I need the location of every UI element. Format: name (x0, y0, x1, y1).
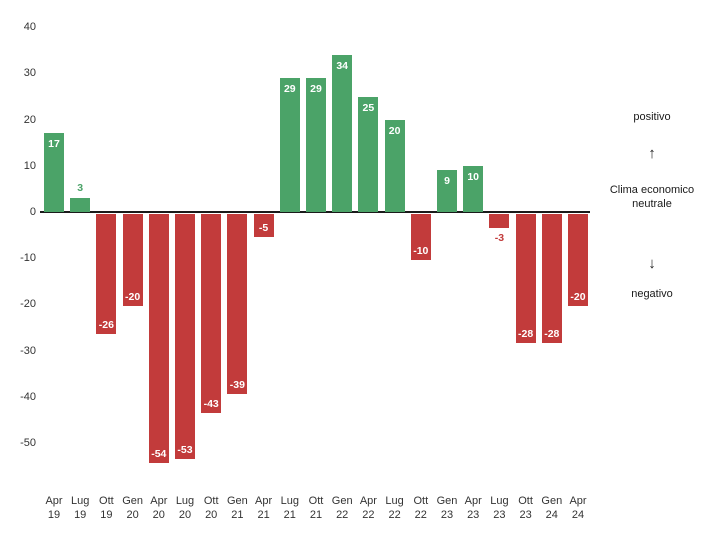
bar (489, 214, 510, 228)
bar-value-label: -5 (258, 222, 269, 235)
negative-annotation: negativo (631, 288, 673, 300)
bar (410, 214, 431, 261)
x-tick-label: Apr 24 (569, 495, 587, 521)
y-tick-label: -30 (20, 344, 36, 357)
x-tick-label: Gen 20 (122, 495, 143, 521)
y-tick-label: -50 (20, 437, 36, 449)
bar-value-label: -10 (413, 245, 429, 258)
zero-baseline (40, 211, 590, 213)
positive-annotation: positivo (633, 111, 671, 123)
x-tick-label: Lug 23 (490, 495, 509, 521)
x-tick-label: Ott 19 (99, 495, 114, 521)
bar (122, 214, 143, 307)
bar (175, 214, 195, 459)
bar (515, 214, 536, 344)
bar (437, 170, 457, 212)
x-tick-label: Ott 23 (518, 495, 533, 521)
x-tick-label: Apr 23 (464, 495, 482, 521)
bar-value-label: -3 (494, 231, 505, 244)
bar-value-label: -54 (151, 448, 167, 461)
bar (44, 133, 64, 212)
bar-value-label: -20 (570, 291, 586, 304)
y-tick-label: -10 (20, 252, 36, 265)
bar (148, 214, 169, 464)
y-tick-label: -40 (20, 390, 36, 403)
neutral-annotation-line1: Clima economico (609, 184, 695, 196)
bar-value-label: -26 (98, 319, 114, 332)
bar (568, 214, 588, 307)
x-tick-label: Gen 22 (331, 495, 353, 521)
x-tick-label: Lug 22 (385, 495, 404, 521)
x-tick-label: Ott 22 (413, 495, 429, 521)
bar-value-label: -28 (518, 328, 534, 341)
bar-value-label: -43 (203, 397, 219, 410)
bar-value-label: -28 (544, 328, 560, 341)
x-tick-label: Gen 23 (436, 495, 458, 521)
bar (96, 214, 117, 335)
y-tick-label: 30 (23, 67, 36, 80)
bar (358, 96, 379, 212)
x-tick-label: Lug 20 (175, 495, 195, 521)
up-arrow-icon: ↑ (648, 145, 656, 162)
bar-value-label: 29 (310, 83, 322, 96)
x-tick-label: Ott 20 (203, 495, 219, 521)
x-tick-label: Apr 20 (150, 495, 168, 521)
bar-value-label: 29 (283, 83, 296, 96)
y-tick-label: 20 (23, 113, 36, 126)
bar-value-label: 10 (467, 170, 480, 183)
bar-value-label: 20 (388, 124, 401, 137)
bar-value-label: 25 (362, 101, 375, 114)
bar-value-label: 34 (336, 59, 349, 72)
bar (463, 165, 484, 212)
bar-value-label: 3 (77, 182, 84, 195)
x-tick-label: Lug 21 (280, 495, 299, 521)
y-tick-label: 0 (29, 206, 36, 218)
y-tick-label: 10 (23, 159, 36, 172)
x-tick-label: Apr 22 (359, 495, 377, 521)
bar (201, 214, 222, 413)
bar (541, 214, 562, 344)
bar-value-label: 17 (48, 138, 60, 151)
bar (227, 214, 248, 395)
bar (279, 78, 300, 212)
bar (306, 78, 326, 212)
y-tick-label: -20 (20, 298, 36, 311)
bar-value-label: -53 (177, 443, 193, 456)
bar-value-label: 9 (444, 175, 450, 188)
x-tick-label: Ott 21 (308, 495, 324, 521)
down-arrow-icon: ↓ (648, 255, 656, 272)
x-tick-label: Gen 21 (226, 495, 248, 521)
x-tick-label: Gen 24 (541, 495, 563, 521)
neutral-annotation-line2: neutrale (632, 198, 672, 210)
x-tick-label: Apr 21 (255, 495, 273, 521)
y-tick-label: 40 (23, 21, 36, 34)
x-tick-label: Apr 19 (45, 495, 63, 521)
bar (253, 214, 274, 238)
bar (384, 119, 405, 212)
x-tick-label: Lug 19 (71, 495, 90, 521)
bar-value-label: -20 (125, 291, 141, 304)
bar (332, 54, 353, 212)
bar (70, 198, 91, 212)
neutral-annotation: Clima economico neutrale (596, 183, 708, 211)
bar-value-label: -39 (229, 379, 245, 392)
